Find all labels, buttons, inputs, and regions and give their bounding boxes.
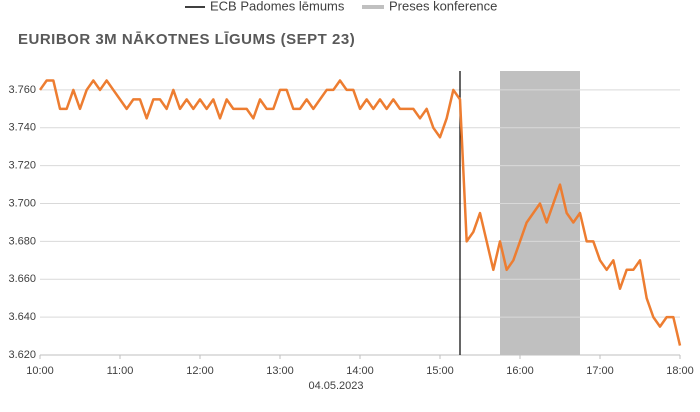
y-tick-label: 3.760 bbox=[8, 84, 36, 96]
x-tick-label: 18:00 bbox=[666, 365, 694, 377]
x-axis-label: 04.05.2023 bbox=[308, 380, 363, 392]
y-tick-label: 3.640 bbox=[8, 311, 36, 323]
x-tick-label: 17:00 bbox=[586, 365, 614, 377]
x-tick-label: 16:00 bbox=[506, 365, 534, 377]
y-tick-label: 3.660 bbox=[8, 273, 36, 285]
chart-title: EURIBOR 3M NĀKOTNES LĪGUMS (SEPT 23) bbox=[18, 31, 355, 48]
x-tick-label: 11:00 bbox=[107, 365, 134, 377]
x-tick-label: 12:00 bbox=[186, 365, 214, 377]
y-tick-label: 3.680 bbox=[8, 235, 36, 247]
legend-label: ECB Padomes lēmums bbox=[210, 0, 345, 13]
price-line bbox=[38, 79, 682, 346]
x-tick-label: 15:00 bbox=[426, 365, 454, 377]
x-tick-label: 13:00 bbox=[266, 365, 294, 377]
y-tick-label: 3.720 bbox=[8, 160, 36, 172]
y-tick-label: 3.700 bbox=[8, 197, 36, 209]
y-tick-label: 3.740 bbox=[8, 122, 36, 134]
legend-label: Preses konference bbox=[389, 0, 497, 13]
y-tick-label: 3.620 bbox=[8, 349, 36, 361]
x-tick-label: 10:00 bbox=[26, 365, 54, 377]
x-tick-label: 14:00 bbox=[346, 365, 374, 377]
